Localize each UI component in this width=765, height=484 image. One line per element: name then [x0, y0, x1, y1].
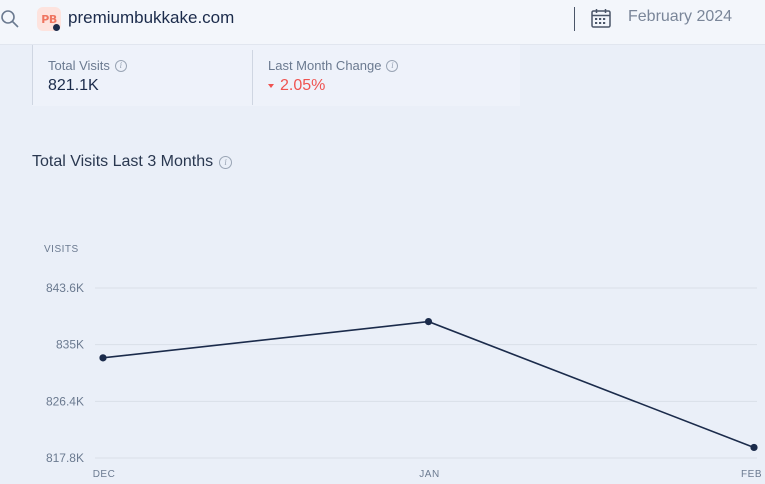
y-tick-label: 835K — [56, 338, 84, 352]
site-logo: PB — [37, 7, 61, 31]
chart-title-row: Total Visits Last 3 Months i — [32, 153, 233, 171]
last-month-change-label: Last Month Change — [268, 58, 382, 73]
down-arrow-icon — [268, 84, 274, 88]
grid-layer — [95, 287, 757, 459]
visits-line-chart: VISITS 817.8K 826.4K 835K 843.6K DEC JAN FEB — [44, 244, 762, 480]
info-icon[interactable]: i — [114, 59, 127, 72]
series-line — [102, 320, 755, 449]
search-icon[interactable] — [0, 9, 22, 31]
last-month-change-label-row: Last Month Change i — [268, 58, 399, 73]
x-tick-label: FEB — [741, 469, 762, 480]
total-visits-label: Total Visits — [48, 58, 110, 73]
x-tick-label: DEC — [93, 469, 116, 480]
card-border — [32, 45, 33, 105]
info-icon[interactable]: i — [219, 155, 233, 169]
y-tick-labels: 817.8K 826.4K 835K 843.6K — [46, 281, 84, 465]
x-tick-labels: DEC JAN FEB — [93, 469, 762, 480]
y-tick-label: 843.6K — [46, 281, 84, 295]
last-month-change-value-row: 2.05% — [268, 77, 398, 95]
info-icon[interactable]: i — [386, 59, 399, 72]
metrics-card: Total Visits i 821.1K Last Month Change … — [32, 45, 520, 106]
data-point[interactable] — [424, 318, 433, 326]
metric-divider — [252, 50, 253, 105]
last-month-change-value: 2.05% — [280, 77, 326, 94]
total-visits-value: 821.1K — [48, 77, 99, 94]
total-visits-label-row: Total Visits i — [48, 58, 127, 73]
total-visits-metric: Total Visits i 821.1K — [48, 58, 127, 95]
calendar-icon[interactable] — [590, 7, 612, 29]
y-axis-title: VISITS — [44, 244, 79, 255]
domain-name[interactable]: premiumbukkake.com — [68, 8, 235, 27]
x-tick-label: JAN — [419, 469, 439, 480]
y-tick-label: 817.8K — [46, 451, 84, 465]
data-point[interactable] — [750, 443, 758, 452]
series-layer — [99, 318, 758, 452]
y-tick-label: 826.4K — [46, 394, 84, 408]
top-bar: PB premiumbukkake.com February 2024 — [0, 0, 765, 45]
site-logo-dot — [53, 24, 60, 31]
last-month-change-metric: Last Month Change i 2.05% — [268, 58, 399, 95]
date-selector[interactable]: February 2024 — [628, 8, 733, 25]
chart-title: Total Visits Last 3 Months — [32, 153, 214, 170]
divider — [574, 7, 575, 31]
data-point[interactable] — [99, 354, 107, 362]
